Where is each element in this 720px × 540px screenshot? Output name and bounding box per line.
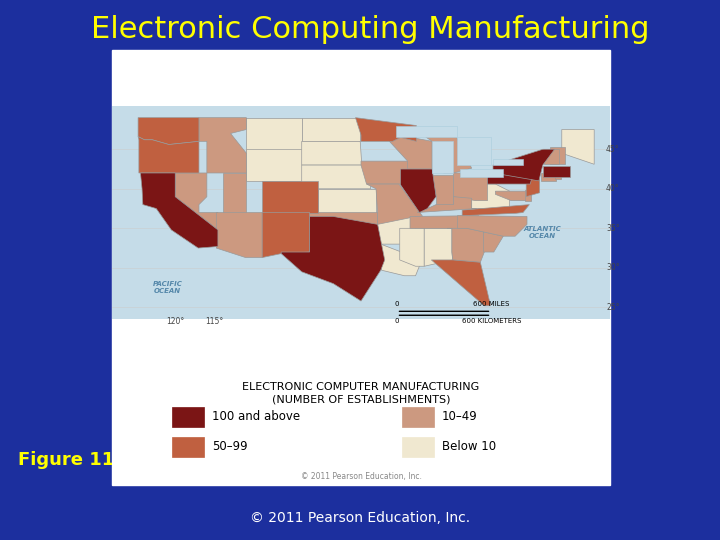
Polygon shape xyxy=(400,228,424,266)
Polygon shape xyxy=(447,228,485,262)
Text: Electronic Computing Manufacturing: Electronic Computing Manufacturing xyxy=(91,16,649,44)
Polygon shape xyxy=(410,215,479,228)
Polygon shape xyxy=(175,173,218,230)
Text: (NUMBER OF ESTABLISHMENTS): (NUMBER OF ESTABLISHMENTS) xyxy=(271,394,450,404)
Polygon shape xyxy=(318,189,376,213)
Polygon shape xyxy=(361,161,412,184)
Text: 600 MILES: 600 MILES xyxy=(473,301,510,307)
Text: PACIFIC
OCEAN: PACIFIC OCEAN xyxy=(153,281,182,294)
Polygon shape xyxy=(222,173,246,213)
Polygon shape xyxy=(495,191,531,201)
Polygon shape xyxy=(544,149,559,164)
Polygon shape xyxy=(493,149,554,181)
Polygon shape xyxy=(456,137,492,165)
Polygon shape xyxy=(550,147,565,164)
Polygon shape xyxy=(302,118,360,141)
Text: © 2011 Pearson Education, Inc.: © 2011 Pearson Education, Inc. xyxy=(300,472,421,482)
Polygon shape xyxy=(562,130,594,164)
Text: 0: 0 xyxy=(395,301,399,307)
Bar xyxy=(172,437,204,457)
Text: 0: 0 xyxy=(395,318,399,323)
Text: Figure 11-28: Figure 11-28 xyxy=(18,451,147,469)
Text: 25°: 25° xyxy=(606,303,619,312)
Polygon shape xyxy=(246,149,302,181)
Polygon shape xyxy=(493,159,523,165)
Polygon shape xyxy=(432,174,454,205)
Text: 100 and above: 100 and above xyxy=(212,410,300,423)
Polygon shape xyxy=(400,169,436,213)
Polygon shape xyxy=(409,125,472,173)
Polygon shape xyxy=(431,260,490,306)
Polygon shape xyxy=(138,118,199,145)
Polygon shape xyxy=(424,228,453,266)
Polygon shape xyxy=(396,125,456,137)
Polygon shape xyxy=(207,118,302,153)
Text: 115°: 115° xyxy=(206,317,224,326)
Polygon shape xyxy=(302,165,371,189)
Polygon shape xyxy=(366,184,423,224)
Bar xyxy=(112,50,610,485)
Polygon shape xyxy=(454,173,487,201)
Polygon shape xyxy=(525,191,531,201)
Polygon shape xyxy=(138,137,199,173)
Polygon shape xyxy=(541,173,557,181)
Polygon shape xyxy=(377,217,415,244)
Polygon shape xyxy=(417,197,477,213)
Polygon shape xyxy=(262,181,318,213)
Polygon shape xyxy=(140,173,218,248)
Polygon shape xyxy=(467,228,503,252)
Polygon shape xyxy=(390,133,432,169)
Polygon shape xyxy=(471,184,510,208)
Polygon shape xyxy=(199,118,246,173)
Polygon shape xyxy=(457,215,527,236)
Text: © 2011 Pearson Education, Inc.: © 2011 Pearson Education, Inc. xyxy=(250,511,470,525)
Polygon shape xyxy=(356,118,416,141)
Polygon shape xyxy=(543,166,570,177)
Text: 600 KILOMETERS: 600 KILOMETERS xyxy=(462,318,521,323)
Text: 45°: 45° xyxy=(606,145,620,154)
Polygon shape xyxy=(432,141,454,173)
Polygon shape xyxy=(462,205,529,215)
Text: 35°: 35° xyxy=(606,224,620,233)
Text: 120°: 120° xyxy=(166,317,184,326)
Text: 30°: 30° xyxy=(606,264,620,272)
Polygon shape xyxy=(460,169,503,177)
Polygon shape xyxy=(555,173,561,179)
Polygon shape xyxy=(526,178,540,197)
Text: Below 10: Below 10 xyxy=(442,441,496,454)
Text: 40°: 40° xyxy=(606,184,620,193)
Bar xyxy=(402,407,434,427)
Polygon shape xyxy=(302,141,361,165)
Text: ATLANTIC
OCEAN: ATLANTIC OCEAN xyxy=(524,226,562,239)
Bar xyxy=(172,407,204,427)
Text: 50–99: 50–99 xyxy=(212,441,248,454)
Polygon shape xyxy=(282,217,384,301)
Polygon shape xyxy=(487,171,534,184)
Polygon shape xyxy=(216,213,262,258)
Text: 10–49: 10–49 xyxy=(442,410,478,423)
Text: ELECTRONIC COMPUTER MANUFACTURING: ELECTRONIC COMPUTER MANUFACTURING xyxy=(243,382,480,392)
Polygon shape xyxy=(262,213,310,258)
Polygon shape xyxy=(381,244,422,276)
Bar xyxy=(402,437,434,457)
Polygon shape xyxy=(310,213,377,238)
